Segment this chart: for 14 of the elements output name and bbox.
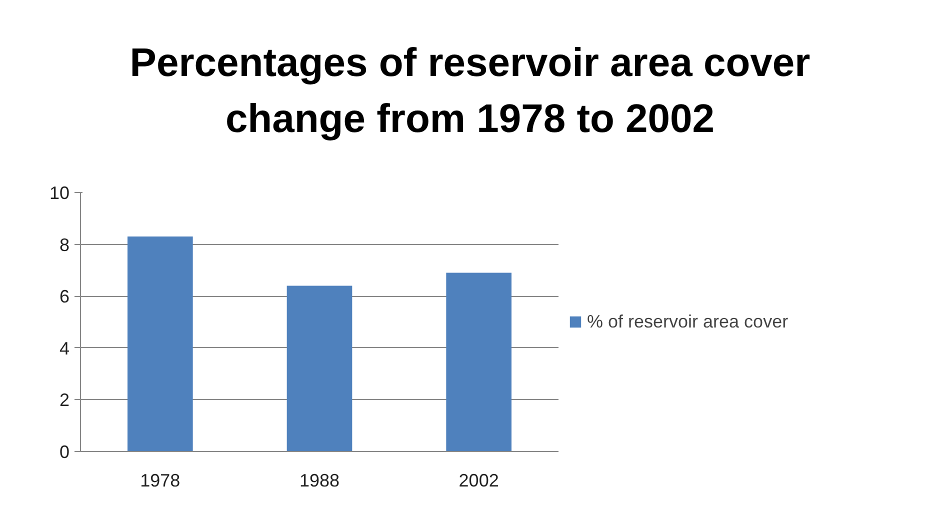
y-tick-label: 4: [59, 338, 70, 358]
bar: [446, 272, 512, 452]
y-tick-label: 8: [59, 234, 70, 255]
legend-label: % of reservoir area cover: [587, 311, 788, 332]
y-tick-label: 2: [59, 390, 70, 410]
y-tick-label: 10: [49, 183, 70, 203]
y-tick-label: 0: [59, 442, 70, 462]
bar: [286, 286, 352, 452]
x-tick-label: 1988: [299, 470, 340, 490]
y-tick-label: 6: [59, 286, 70, 307]
chart-title: Percentages of reservoir area cover change from 1978 to 2002: [128, 40, 812, 143]
x-tick-label: 2002: [458, 470, 499, 490]
bar: [128, 236, 193, 452]
x-tick-label: 1978: [140, 470, 180, 490]
